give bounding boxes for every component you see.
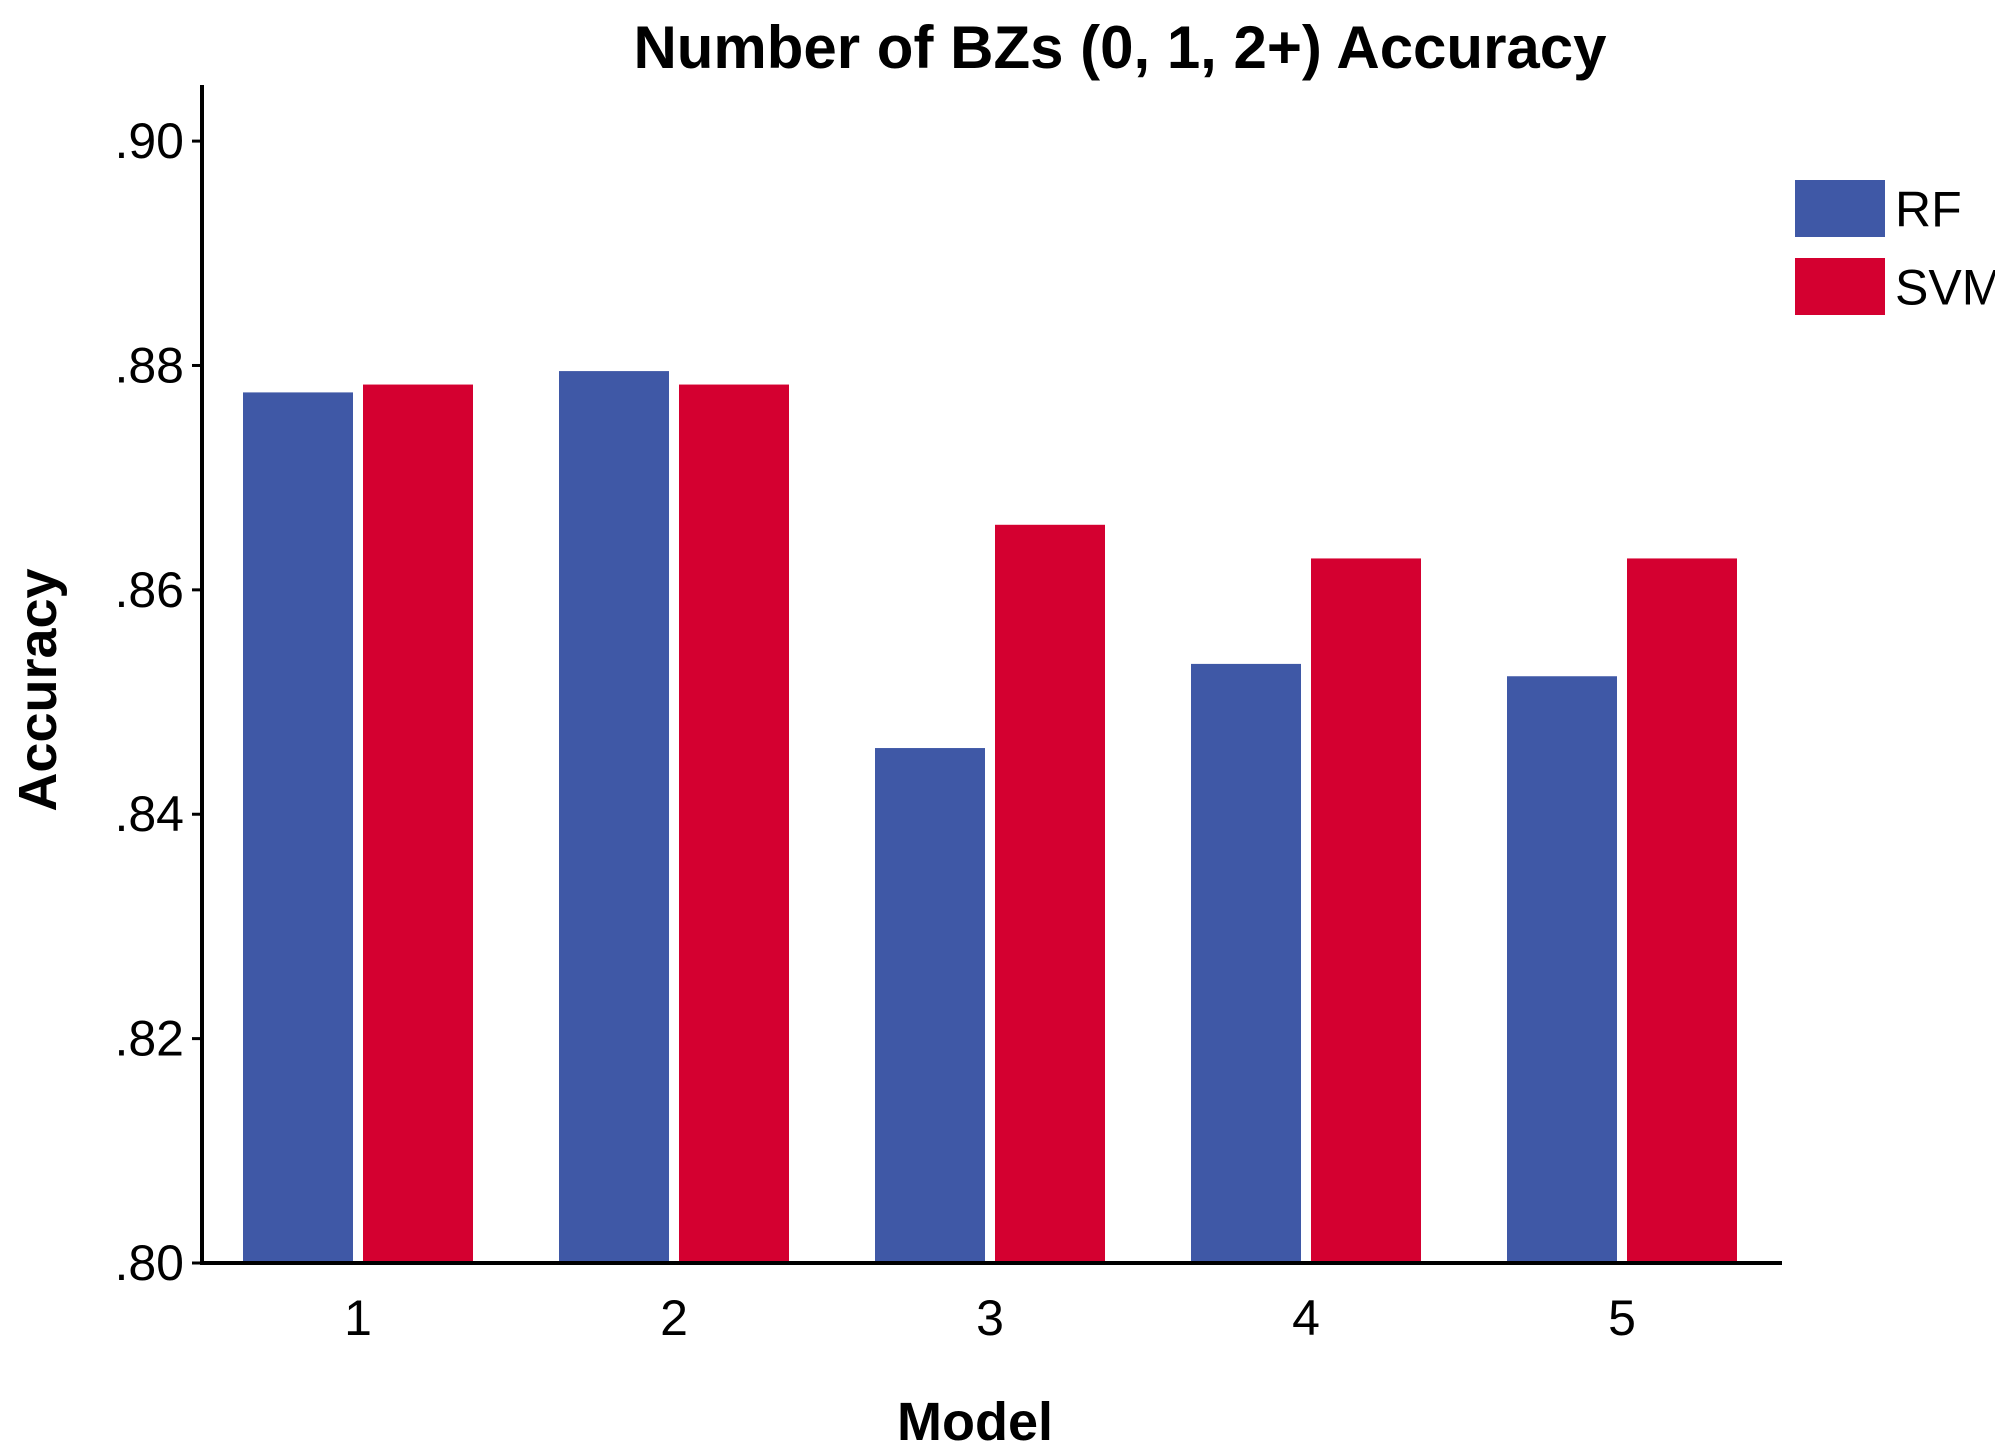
bars-layer bbox=[243, 371, 1737, 1264]
legend-label-rf: RF bbox=[1895, 182, 1962, 238]
legend: RF SVM bbox=[1795, 180, 1995, 316]
bar-svm-model-2 bbox=[679, 384, 789, 1263]
legend-swatch-svm bbox=[1795, 258, 1885, 315]
x-tick-label: 3 bbox=[976, 1290, 1004, 1346]
bar-svm-model-5 bbox=[1627, 558, 1737, 1263]
bar-svm-model-1 bbox=[363, 384, 473, 1263]
x-tick-label: 1 bbox=[344, 1290, 372, 1346]
x-tick-label: 2 bbox=[660, 1290, 688, 1346]
bar-rf-model-5 bbox=[1507, 676, 1617, 1263]
bar-svm-model-4 bbox=[1311, 558, 1421, 1263]
y-tick-label: .90 bbox=[114, 113, 184, 169]
y-tick-label: .82 bbox=[114, 1011, 184, 1067]
x-axis-label: Model bbox=[897, 1392, 1053, 1451]
y-tick-label: .86 bbox=[114, 562, 184, 618]
y-axis-label: Accuracy bbox=[8, 568, 68, 811]
legend-label-svm: SVM bbox=[1895, 260, 1995, 316]
y-tick-labels: .80 .82 .84 .86 .88 .90 bbox=[114, 113, 202, 1291]
x-tick-labels: 1 2 3 4 5 bbox=[344, 1290, 1636, 1346]
y-tick-label: .84 bbox=[114, 786, 184, 842]
chart-title: Number of BZs (0, 1, 2+) Accuracy bbox=[633, 14, 1607, 81]
bar-svm-model-3 bbox=[995, 524, 1105, 1263]
bar-rf-model-1 bbox=[243, 392, 353, 1263]
bar-rf-model-4 bbox=[1191, 663, 1301, 1263]
bar-rf-model-2 bbox=[559, 371, 669, 1264]
legend-swatch-rf bbox=[1795, 180, 1885, 237]
bar-rf-model-3 bbox=[875, 748, 985, 1263]
x-tick-label: 5 bbox=[1608, 1290, 1636, 1346]
y-tick-label: .80 bbox=[114, 1235, 184, 1291]
y-tick-label: .88 bbox=[114, 337, 184, 393]
x-tick-label: 4 bbox=[1292, 1290, 1320, 1346]
axes-layer bbox=[200, 85, 1782, 1265]
